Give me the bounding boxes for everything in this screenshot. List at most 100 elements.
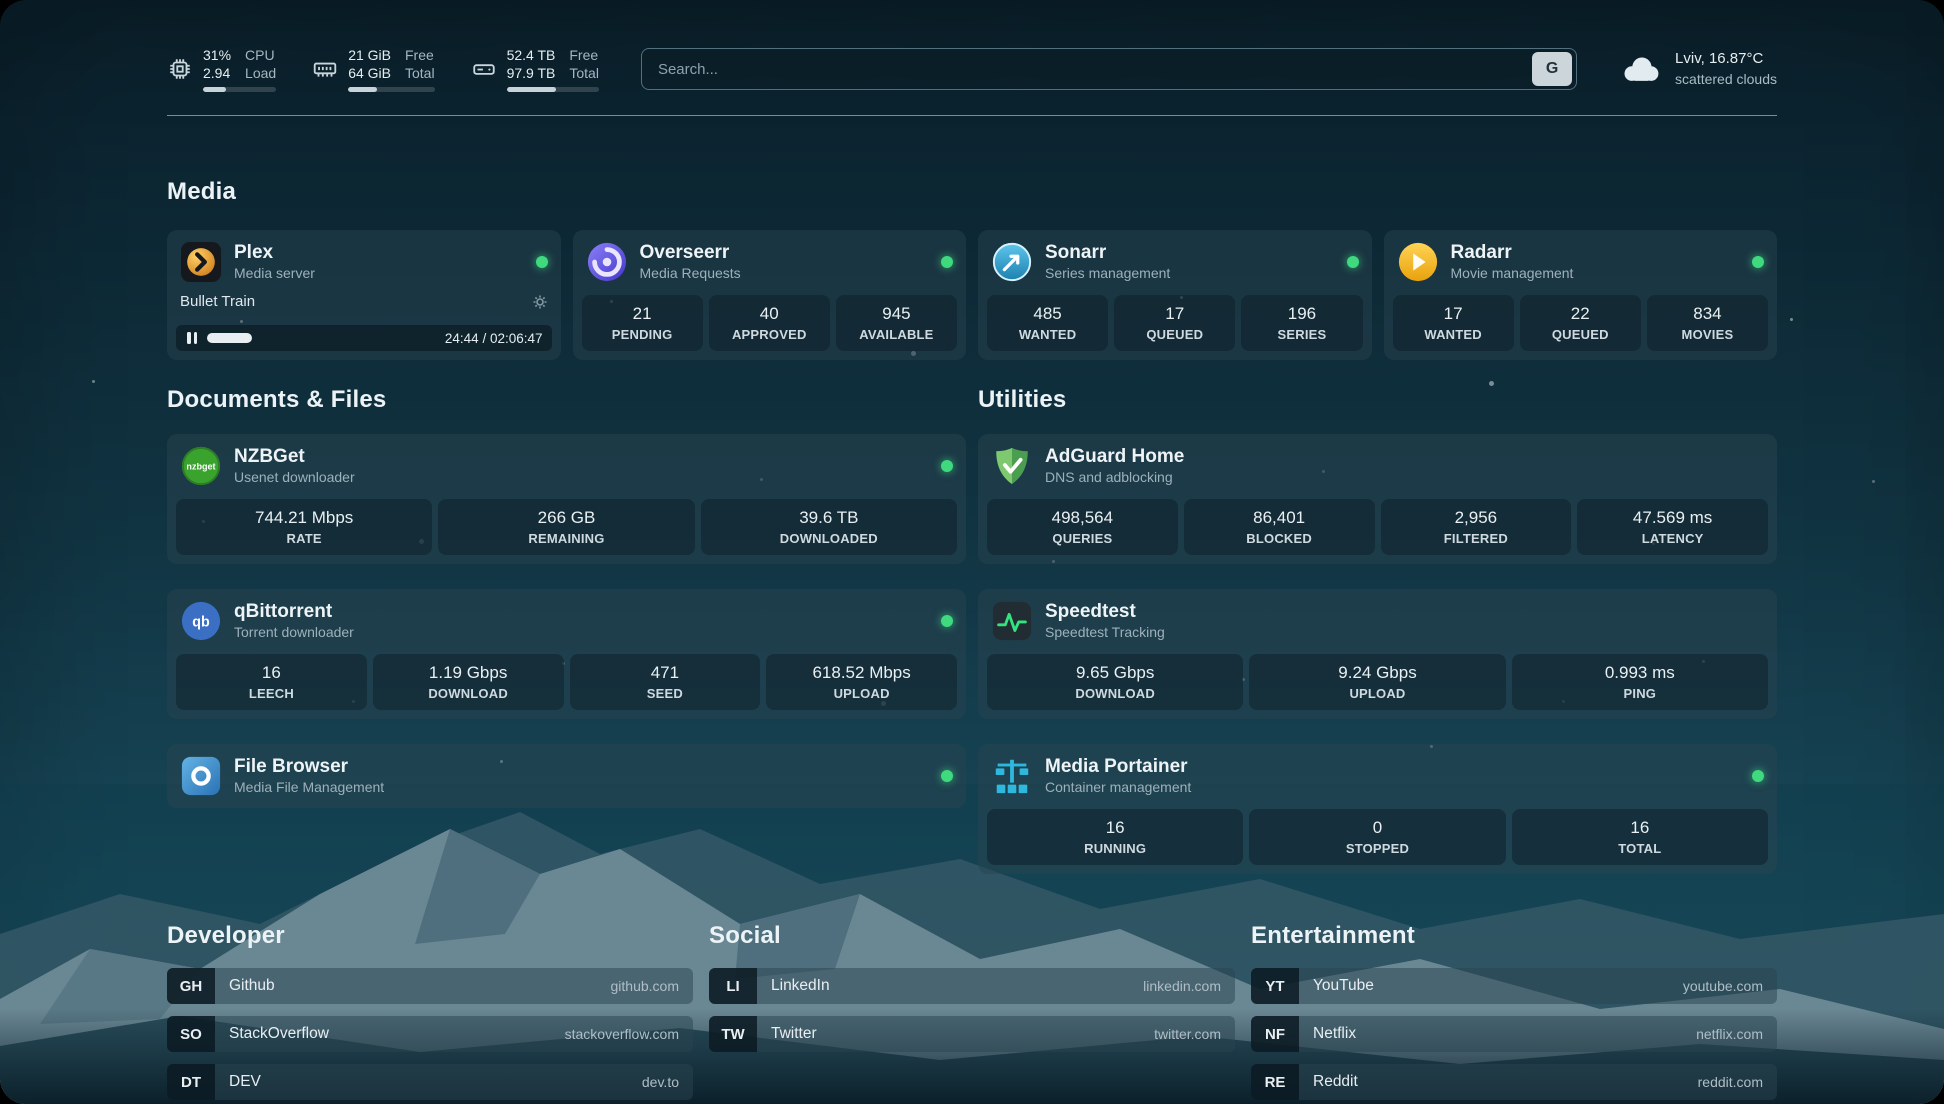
section-documents: Documents & Files nzbget — [167, 386, 966, 808]
stat-pending: 21 PENDING — [581, 295, 703, 351]
portainer-card[interactable]: Media Portainer Container management 16 … — [978, 744, 1777, 874]
bookmark-abbr: TW — [709, 1016, 757, 1052]
bookmark-url: stackoverflow.com — [564, 1026, 679, 1042]
memory-widget: 21 GiB 64 GiB Free Total — [312, 46, 435, 93]
bookmark-linkedin[interactable]: LI LinkedIn linkedin.com — [709, 968, 1235, 1004]
adguard-icon — [991, 445, 1033, 487]
pause-icon[interactable] — [185, 330, 199, 346]
utilities-section-title: Utilities — [978, 386, 1067, 413]
playback-progress-fill — [207, 333, 252, 343]
bookmark-twitter[interactable]: TW Twitter twitter.com — [709, 1016, 1235, 1052]
bookmarks-entertainment: Entertainment YT YouTube youtube.com NF … — [1251, 922, 1777, 1100]
bookmark-abbr: LI — [709, 968, 757, 1004]
disk-bar — [506, 87, 599, 93]
disk-icon — [472, 64, 495, 75]
app-desc: Speedtest Tracking — [1045, 624, 1165, 641]
cpu-bar-fill — [203, 87, 226, 93]
bookmark-abbr: NF — [1251, 1016, 1299, 1052]
svg-text:qb: qb — [192, 614, 210, 630]
stat-download: 1.19 Gbps DOWNLOAD — [372, 654, 564, 710]
bookmark-dev[interactable]: DT DEV dev.to — [167, 1064, 693, 1100]
bookmark-name: StackOverflow — [229, 1025, 329, 1042]
cloud-icon — [1624, 57, 1659, 81]
status-dot — [1346, 256, 1359, 268]
stat-seed: 471 SEED — [569, 654, 761, 710]
stat-queued: 22 QUEUED — [1519, 295, 1641, 351]
app-name: File Browser — [234, 756, 349, 778]
cpu-bar — [203, 87, 277, 93]
stat-stopped: 0 STOPPED — [1249, 809, 1506, 865]
disk-total-label: Total — [569, 65, 599, 81]
bookmark-url: netflix.com — [1696, 1026, 1763, 1042]
developer-section-title: Developer — [167, 922, 285, 949]
app-desc: Movie management — [1450, 265, 1574, 282]
disk-free-label: Free — [569, 46, 599, 63]
app-desc: Media File Management — [234, 779, 385, 796]
bookmark-reddit[interactable]: RE Reddit reddit.com — [1251, 1064, 1777, 1100]
app-name: Speedtest — [1045, 601, 1136, 623]
app-name: Plex — [234, 242, 274, 264]
stat-downloaded: 39.6 TB DOWNLOADED — [700, 499, 957, 555]
top-bar: 31% 2.94 CPU Load — [167, 38, 1777, 100]
search-provider-button[interactable]: G — [1532, 52, 1573, 86]
weather-location: Lviv, 16.87°C — [1675, 50, 1764, 68]
memory-free-value: 21 GiB — [348, 46, 391, 63]
bookmark-github[interactable]: GH Github github.com — [167, 968, 693, 1004]
app-desc: DNS and adblocking — [1045, 469, 1173, 486]
bookmarks-social: Social LI LinkedIn linkedin.com TW Twitt… — [709, 922, 1235, 1052]
adguard-card[interactable]: AdGuard Home DNS and adblocking 498,564 … — [978, 434, 1777, 564]
search-input[interactable] — [641, 52, 1533, 86]
stat-movies: 834 MOVIES — [1646, 295, 1769, 351]
plex-card[interactable]: Plex Media server Bullet Train — [167, 230, 561, 360]
plex-player-bar[interactable]: 24:44 / 02:06:47 — [176, 325, 552, 351]
app-desc: Usenet downloader — [234, 469, 355, 486]
stat-blocked: 86,401 BLOCKED — [1183, 499, 1375, 555]
status-dot — [1752, 770, 1764, 782]
filebrowser-icon — [180, 755, 222, 797]
stat-filtered: 2,956 FILTERED — [1380, 499, 1572, 555]
app-desc: Container management — [1045, 779, 1192, 796]
app-name: Media Portainer — [1045, 756, 1188, 778]
status-dot — [941, 460, 953, 472]
filebrowser-card[interactable]: File Browser Media File Management — [167, 744, 966, 808]
qbittorrent-card[interactable]: qb qBittorrent Torrent downloader — [167, 589, 966, 719]
app-name: qBittorrent — [234, 601, 333, 623]
bookmark-abbr: RE — [1251, 1064, 1299, 1100]
nzbget-icon: nzbget — [180, 445, 222, 487]
stat-queries: 498,564 QUERIES — [987, 499, 1178, 555]
bookmark-name: Twitter — [771, 1025, 817, 1042]
documents-section-title: Documents & Files — [167, 386, 387, 413]
status-dot — [941, 615, 953, 627]
playback-progress-track[interactable] — [207, 325, 437, 351]
bookmark-url: reddit.com — [1697, 1074, 1763, 1090]
stat-wanted: 17 WANTED — [1392, 295, 1514, 351]
bookmark-netflix[interactable]: NF Netflix netflix.com — [1251, 1016, 1777, 1052]
bookmark-youtube[interactable]: YT YouTube youtube.com — [1251, 968, 1777, 1004]
plex-icon — [180, 241, 222, 283]
gear-icon[interactable] — [532, 294, 548, 310]
nzbget-card[interactable]: nzbget NZBGet Usenet downloader 74 — [167, 434, 966, 564]
speedtest-card[interactable]: Speedtest Speedtest Tracking 9.65 Gbps D… — [978, 589, 1777, 719]
sonarr-card[interactable]: Sonarr Series management 485 WANTED 17 Q… — [978, 230, 1372, 360]
disk-free-value: 52.4 TB — [506, 46, 556, 63]
stat-total: 16 TOTAL — [1511, 809, 1768, 865]
stat-available: 945 AVAILABLE — [835, 295, 958, 351]
bookmark-name: LinkedIn — [771, 977, 830, 994]
svg-text:nzbget: nzbget — [186, 461, 215, 471]
cpu-icon — [170, 59, 190, 79]
radarr-card[interactable]: Radarr Movie management 17 WANTED 22 QUE… — [1383, 230, 1777, 360]
bookmark-stackoverflow[interactable]: SO StackOverflow stackoverflow.com — [167, 1016, 693, 1052]
stat-rate: 744.21 Mbps RATE — [176, 499, 433, 555]
stat-running: 16 RUNNING — [987, 809, 1244, 865]
media-grid: Plex Media server Bullet Train — [167, 230, 1777, 360]
cpu-usage-value: 31% — [203, 46, 232, 63]
overseerr-card[interactable]: Overseerr Media Requests 21 PENDING 40 A… — [572, 230, 966, 360]
section-utilities: Utilities — [978, 386, 1777, 874]
status-dot — [941, 256, 953, 268]
header-divider — [167, 115, 1777, 116]
app-desc: Series management — [1045, 265, 1171, 282]
weather-widget: Lviv, 16.87°C scattered clouds — [1619, 49, 1777, 88]
bookmark-url: youtube.com — [1682, 978, 1763, 994]
bookmark-url: twitter.com — [1154, 1026, 1221, 1042]
